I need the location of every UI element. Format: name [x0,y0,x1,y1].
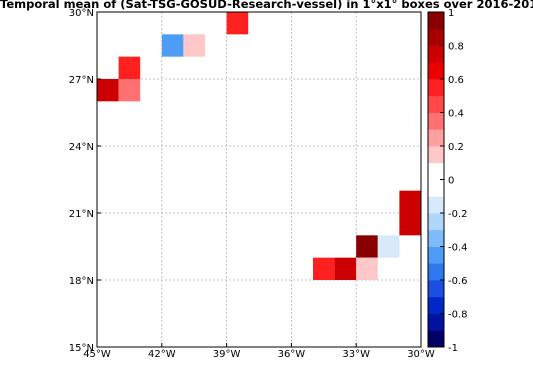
y-tick-label: 21°N [69,209,94,220]
colorbar-bin [428,162,444,180]
colorbar-bin [428,263,444,281]
colorbar-tick-label: -0.2 [448,209,468,220]
x-tick-label: 45°W [83,349,111,360]
x-tick-label: 33°W [342,349,370,360]
colorbar-bin [428,129,444,147]
heatmap-cell [161,34,184,57]
heatmap-cell [356,235,378,258]
plot-frame [96,11,422,348]
heatmap-cell [334,257,357,280]
colorbar-tick-label: -0.4 [448,243,468,254]
colorbar-bin [428,62,444,80]
colorbar-bin [428,196,444,214]
x-tick-label: 36°W [278,349,306,360]
colorbar-bin [428,79,444,97]
colorbar-bin [428,28,444,46]
colorbar-bin [428,45,444,63]
heatmap-cell [313,257,335,280]
colorbar-tick-label: 1 [448,8,454,19]
heatmap-cell [399,213,421,236]
colorbar-bin [428,112,444,130]
colorbar-bin [428,313,444,331]
x-axis: 45°W 42°W 39°W 36°W 33°W 30°W [83,343,435,360]
colorbar-bin [428,229,444,247]
x-tick-label: 30°W [407,349,435,360]
colorbar-tick-label: 0.8 [448,42,464,53]
heatmap-cell [399,190,421,213]
colorbar-bin [428,246,444,264]
y-tick-label: 24°N [69,142,94,153]
colorbar-bin [428,179,444,197]
y-tick-label: 30°N [69,8,94,19]
heatmap-cell [118,56,141,79]
heatmap-cell [97,79,119,102]
heatmap-cell [118,79,141,102]
colorbar-bin [428,213,444,231]
x-tick-label: 39°W [213,349,241,360]
chart-title: Temporal mean of (Sat-TSG-GOSUD-Research… [0,0,533,11]
colorbar-tick-label: -0.6 [448,276,468,287]
colorbar-bin [428,95,444,113]
heatmap-cells [97,12,421,280]
heatmap-cell [183,34,205,57]
colorbar-bin [428,12,444,30]
heatmap-cell [356,257,378,280]
heatmap-cell [377,235,400,258]
colorbar-bin [428,280,444,298]
y-axis: 15°N 18°N 21°N 24°N 27°N 30°N [69,8,101,354]
y-tick-label: 18°N [69,276,94,287]
colorbar: 1 0.8 0.6 0.4 0.2 0 -0.2 -0.4 -0.6 -0.8 -1 [427,8,468,354]
x-tick-label: 42°W [148,349,176,360]
colorbar-bin [428,146,444,164]
heatmap-cell [226,12,249,35]
colorbar-tick-label: 0.4 [448,109,464,120]
colorbar-tick-label: -0.8 [448,310,468,321]
y-tick-label: 27°N [69,75,94,86]
colorbar-bin [428,296,444,314]
grid-lines [97,12,421,347]
colorbar-tick-label: 0 [448,176,454,187]
colorbar-bin [428,330,444,348]
y-tick-label: 15°N [69,343,94,354]
colorbar-tick-label: -1 [448,343,458,354]
colorbar-tick-label: 0.6 [448,75,464,86]
colorbar-tick-label: 0.2 [448,142,464,153]
